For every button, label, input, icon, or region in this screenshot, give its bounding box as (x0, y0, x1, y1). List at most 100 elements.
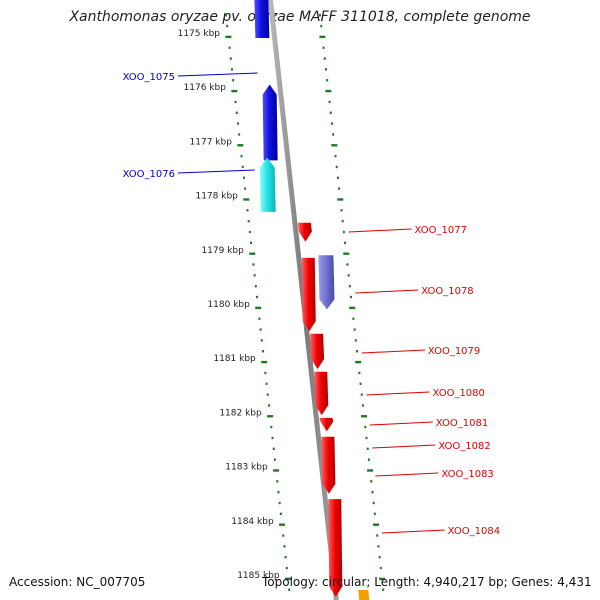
outer-tick (329, 111, 332, 114)
inner-tick (225, 35, 232, 39)
gene-label[interactable]: XOO_1079 (428, 346, 480, 357)
outer-tick (328, 100, 331, 104)
inner-tick (231, 89, 238, 93)
gene-label[interactable]: XOO_1082 (438, 441, 490, 452)
outer-tick (340, 209, 343, 212)
inner-tick (253, 274, 256, 277)
outer-tick (360, 393, 363, 396)
outer-tick (347, 274, 350, 277)
tick-layer (225, 14, 386, 591)
inner-tick (288, 588, 291, 591)
gene-label[interactable]: XOO_1076 (123, 169, 175, 180)
outer-tick (352, 317, 355, 320)
inner-tick (270, 425, 273, 429)
inner-tick (243, 198, 250, 201)
outer-tick (325, 89, 332, 93)
outer-tick (358, 371, 361, 375)
outer-tick (324, 68, 327, 71)
outer-tick (379, 577, 386, 581)
outer-tick (330, 122, 333, 125)
inner-tick (242, 176, 245, 179)
inner-tick (236, 122, 239, 125)
outer-tick (320, 24, 323, 28)
outer-tick (382, 588, 385, 591)
outer-tick (365, 436, 368, 440)
inner-tick (247, 219, 250, 223)
gene-label[interactable]: XOO_1078 (421, 286, 473, 297)
gene-label[interactable]: XOO_1080 (432, 388, 484, 399)
inner-tick (273, 458, 276, 461)
gene-label[interactable]: XOO_1084 (448, 526, 500, 537)
outer-tick (341, 219, 344, 223)
outer-tick (364, 425, 367, 429)
gene-feature-xoo_1084[interactable] (328, 499, 343, 597)
inner-tick (244, 187, 247, 190)
inner-tick (232, 79, 235, 82)
inner-tick (261, 350, 264, 353)
gene-feature-upstream[interactable] (254, 0, 270, 38)
outer-tick (323, 57, 326, 60)
inner-tick (237, 144, 244, 147)
gene-label-leader (177, 72, 258, 77)
inner-tick (249, 252, 256, 255)
inner-tick (229, 57, 232, 60)
inner-tick (285, 577, 292, 581)
inner-tick (278, 501, 281, 505)
outer-tick (338, 187, 341, 190)
gene-layer (254, 0, 370, 600)
genome-stats-text: Topology: circular; Length: 4,940,217 bp… (262, 575, 592, 589)
inner-tick (271, 436, 274, 440)
inner-tick (285, 566, 288, 570)
gene-label-leader (348, 228, 412, 233)
gene-feature-edge[interactable] (358, 590, 370, 600)
outer-tick (344, 241, 347, 245)
outer-tick (342, 230, 345, 234)
gene-label-leader (355, 289, 419, 294)
inner-tick (283, 545, 286, 548)
gene-feature-xoo_1081[interactable] (314, 371, 329, 416)
inner-tick (260, 339, 263, 342)
inner-tick (255, 306, 262, 310)
outer-tick (322, 46, 325, 49)
gene-label-leader (372, 444, 436, 449)
gene-feature-xoo_1078[interactable] (318, 255, 335, 310)
outer-tick (378, 556, 381, 559)
outer-tick (334, 154, 337, 158)
outer-tick (376, 534, 379, 537)
outer-tick (348, 285, 351, 288)
gene-label-leader (369, 421, 433, 426)
gene-label[interactable]: XOO_1083 (441, 469, 493, 480)
inner-tick (240, 154, 243, 158)
inner-tick (230, 68, 233, 71)
inner-tick (252, 263, 255, 266)
gene-feature-xoo_1076[interactable] (259, 157, 276, 212)
gene-label[interactable]: XOO_1077 (415, 225, 467, 236)
outer-tick (366, 447, 369, 450)
inner-tick (261, 360, 268, 364)
inner-tick (225, 14, 228, 17)
outer-tick (337, 198, 344, 201)
gene-feature-xoo_1077[interactable] (297, 222, 312, 242)
gene-label-leader (375, 472, 439, 477)
inner-tick (282, 534, 285, 537)
gene-feature-xoo_1082[interactable] (319, 417, 334, 432)
gene-feature-xoo_1080[interactable] (310, 333, 325, 370)
scale-label: 1183 kbp (225, 463, 268, 473)
inner-tick (246, 209, 249, 212)
scale-label: 1178 kbp (195, 192, 238, 202)
outer-tick (355, 360, 362, 364)
inner-tick (265, 382, 268, 385)
outer-tick (373, 523, 380, 526)
gene-feature-xoo_1075[interactable] (262, 84, 278, 161)
inner-tick (235, 111, 238, 114)
inner-tick (256, 295, 259, 299)
gene-feature-xoo_1083[interactable] (321, 436, 336, 494)
gene-label[interactable]: XOO_1075 (123, 72, 175, 83)
gene-label[interactable]: XOO_1081 (436, 418, 488, 429)
gene-feature-xoo_1079[interactable] (301, 257, 316, 332)
inner-tick (272, 447, 275, 450)
scale-label: 1180 kbp (207, 300, 250, 310)
outer-tick (379, 566, 382, 570)
outer-tick (372, 501, 375, 505)
